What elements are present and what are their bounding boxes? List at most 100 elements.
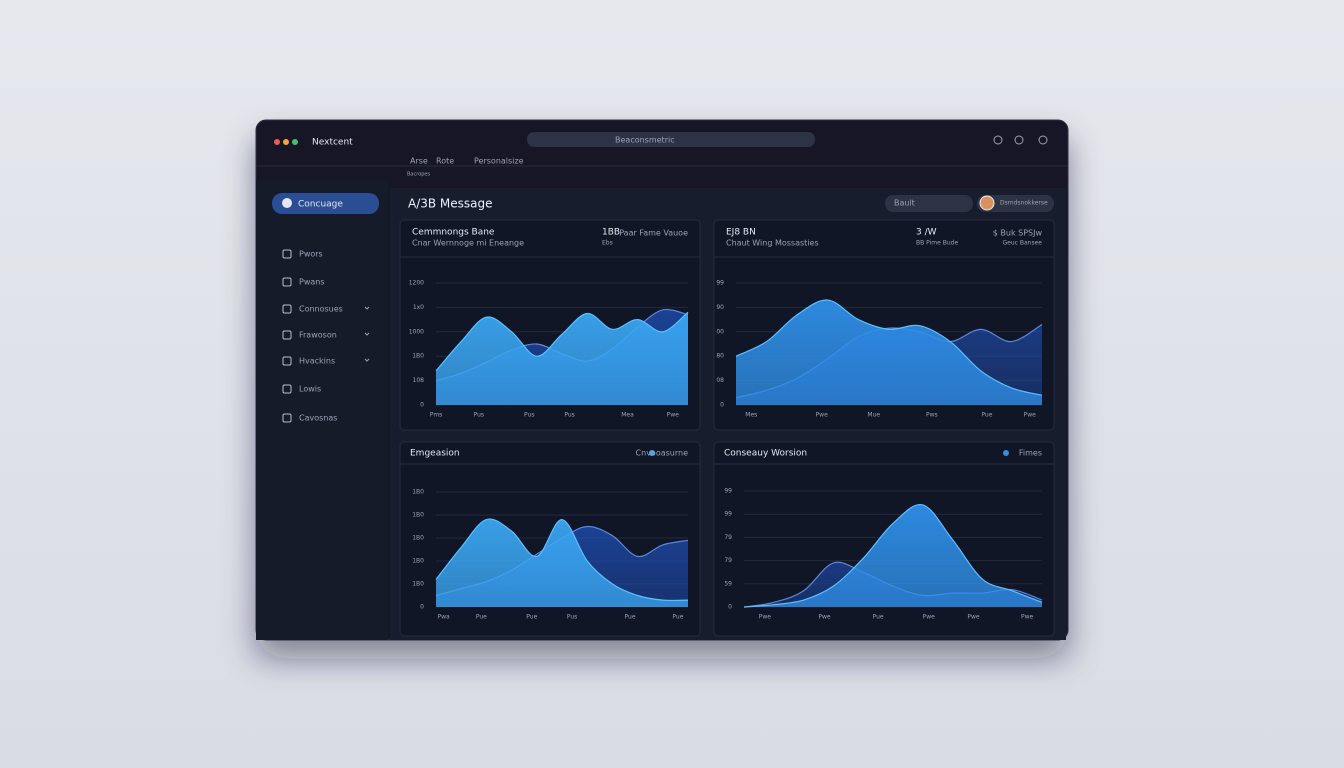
sidebar <box>256 180 388 640</box>
stat-label: BB Pime Bude <box>916 240 958 247</box>
sidebar-item[interactable]: Frawoson <box>299 331 337 340</box>
panel-subtitle: Chaut Wing Mossasties <box>726 239 819 248</box>
area <box>436 519 688 607</box>
tabs[interactable]: $ Buk SPSJw <box>993 229 1043 238</box>
icon <box>282 356 292 366</box>
x-tick-label: Pue <box>625 614 636 621</box>
x-tick-label: Pwe <box>1024 412 1037 419</box>
sidebar-items: Pwors Pwans Connosues Frawoson Hvackins Lowis… <box>282 249 370 423</box>
user-name: Dsmdsnokkerse <box>1000 200 1048 207</box>
x-tick-label: Pue <box>672 614 683 621</box>
area <box>736 300 1042 405</box>
x-tick-label: Pue <box>873 614 884 621</box>
sidebar-item[interactable]: Pwans <box>299 278 325 287</box>
breadcrumb[interactable]: Personalsize <box>474 157 524 166</box>
chevron <box>364 332 370 336</box>
x-tick-label: Pwe <box>967 614 980 621</box>
icon[interactable] <box>993 135 1003 145</box>
y-tick-label: 108 <box>413 377 425 384</box>
x-tick-label: Mes <box>745 412 757 419</box>
y-tick-label: 0 <box>728 604 732 611</box>
stat: 1BB <box>602 228 620 238</box>
line <box>435 311 689 372</box>
url-text: Beaconsmetric <box>615 136 675 145</box>
y-tick-label: 1B0 <box>412 558 424 565</box>
y-tick-label: 1x0 <box>413 304 424 311</box>
x-tick-label: Pwa <box>437 614 450 621</box>
x-tick-label: Pue <box>526 614 537 621</box>
search-text: Bault <box>894 199 915 208</box>
app-title: Nextcent <box>312 138 353 148</box>
x-tick-label: Pwe <box>667 412 680 419</box>
breadcrumb[interactable]: Arse <box>410 157 428 166</box>
x-tick-label: Pws <box>926 412 938 419</box>
tabs[interactable]: Paar Fame Vauoe <box>619 229 688 238</box>
y-tick-label: 1B0 <box>412 489 424 496</box>
x-tick-label: Pus <box>564 412 574 419</box>
stat: 3 /W <box>916 228 937 238</box>
chevron <box>364 306 370 310</box>
sidebar-item[interactable]: Hvackins <box>299 357 335 366</box>
y-tick-label: 0 <box>420 604 424 611</box>
y-tick-label: 1B0 <box>412 353 424 360</box>
y-tick-label: 1B0 <box>412 512 424 519</box>
sidebar-item[interactable]: Lowis <box>299 385 321 394</box>
y-tick-label: 0 <box>720 402 724 409</box>
x-tick-label: Pus <box>524 412 534 419</box>
icon <box>282 330 292 340</box>
line <box>435 518 689 602</box>
sidebar-item[interactable]: Pwors <box>299 250 323 259</box>
y-tick-label: 08 <box>716 377 724 384</box>
y-tick-label: 99 <box>724 488 732 495</box>
legend-label: Fimes <box>1019 449 1042 458</box>
avatar <box>979 195 995 211</box>
y-tick-label: 99 <box>724 511 732 518</box>
sidebar-active[interactable] <box>272 193 379 214</box>
max-dot[interactable] <box>292 139 298 145</box>
y-tick-label: 79 <box>724 534 732 541</box>
icon <box>282 277 292 287</box>
breadcrumb[interactable]: Rote <box>436 157 454 166</box>
icon <box>282 198 292 208</box>
x-tick-label: Mea <box>621 412 634 419</box>
legend-swatch <box>1003 450 1009 456</box>
close-dot[interactable] <box>274 139 280 145</box>
x-tick-label: Pwe <box>818 614 831 621</box>
url-bar[interactable] <box>527 132 815 147</box>
panel-subtitle: Cnar Wernnoge mi Eneange <box>412 239 524 248</box>
icon <box>282 304 292 314</box>
y-tick-label: 59 <box>724 580 732 587</box>
user-chip[interactable] <box>977 195 1054 212</box>
y-tick-label: 1B0 <box>412 535 424 542</box>
panel-title: EJ8 BN <box>726 228 756 238</box>
x-tick-label: Pwe <box>923 614 936 621</box>
line <box>735 299 1043 396</box>
search[interactable] <box>885 195 973 212</box>
sidebar-item[interactable]: Connosues <box>299 305 343 314</box>
y-tick-label: 00 <box>716 328 724 335</box>
y-tick-label: 79 <box>724 557 732 564</box>
x-tick-label: Pwe <box>816 412 829 419</box>
chevron <box>364 358 370 362</box>
icon <box>282 249 292 259</box>
icon[interactable] <box>1038 135 1048 145</box>
x-tick-label: Pus <box>567 614 577 621</box>
stat-label: Ebs <box>602 240 613 247</box>
y-tick-label: 1B0 <box>412 581 424 588</box>
x-tick-label: Pms <box>430 412 443 419</box>
icon <box>282 384 292 394</box>
page-title: A/3B Message <box>408 197 493 211</box>
x-tick-label: Pwe <box>1021 614 1034 621</box>
sidebar-item[interactable]: Cavosnas <box>299 414 337 423</box>
panel-title: Cemmnongs Bane <box>412 228 495 238</box>
min-dot[interactable] <box>283 139 289 145</box>
x-tick-label: Pwe <box>759 614 772 621</box>
x-tick-label: Pus <box>474 412 484 419</box>
sidebar-active-label: Concuage <box>298 200 343 210</box>
tabs-sub: Geuc Bansee <box>1003 240 1043 247</box>
icon[interactable] <box>1014 135 1024 145</box>
x-tick-label: Pue <box>981 412 992 419</box>
y-tick-label: 80 <box>716 353 724 360</box>
